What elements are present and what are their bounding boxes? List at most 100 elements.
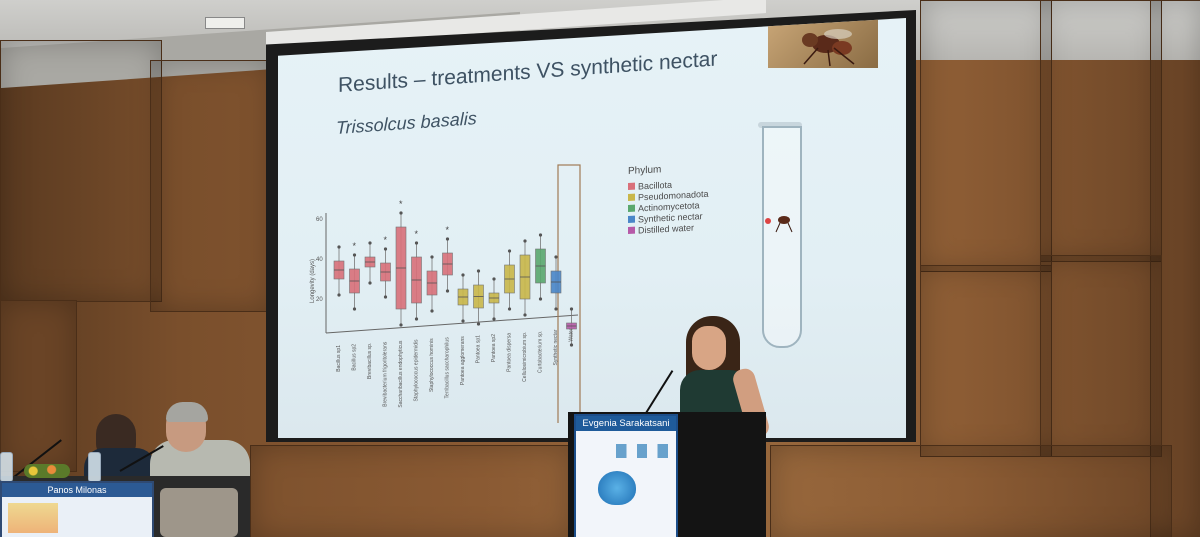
x-tick-label: Curtobacterium sp. <box>538 331 544 373</box>
x-tick-label: Bacillus sp1 <box>336 345 342 372</box>
outlier-point <box>538 233 543 237</box>
table-nameplate: Panos Milonas <box>0 481 154 537</box>
nameplate-name: Panos Milonas <box>2 483 152 497</box>
x-tick-label: Staphylococcus epidermidis <box>414 339 420 401</box>
outlier-point <box>368 281 372 285</box>
outlier-point <box>430 309 434 313</box>
outlier-point <box>554 255 558 259</box>
x-tick-label: Bacillus sp2 <box>352 344 358 371</box>
y-tick-label: 20 <box>316 297 323 303</box>
wall-panel <box>150 60 272 312</box>
legend-swatch <box>628 193 635 201</box>
legend-label: Bacillota <box>638 179 673 191</box>
x-tick-label: Brevibacillus sp. <box>367 343 373 379</box>
water-bottle <box>88 452 101 482</box>
wall-panel <box>0 300 77 472</box>
sponsor-logos <box>616 444 668 458</box>
outlier-point <box>430 255 434 259</box>
podium-sign: Evgenia Sarakatsani <box>574 414 678 537</box>
water-bottle <box>0 452 13 482</box>
outlier-point <box>569 307 574 311</box>
outlier-point <box>507 307 512 311</box>
x-tick-label: Pantoea sp1 <box>476 335 482 363</box>
wasp-in-tube-icon <box>765 216 793 233</box>
wall-panel <box>250 445 572 537</box>
outlier-point <box>368 241 372 245</box>
legend-swatch <box>628 204 635 212</box>
outlier-point <box>523 313 527 317</box>
outlier-point <box>445 289 450 293</box>
outlier-point <box>352 253 357 257</box>
x-tick-label: Pantoea dispersa <box>507 333 513 372</box>
outlier-point <box>399 323 403 327</box>
event-logo <box>8 503 58 533</box>
outlier-point <box>476 322 481 326</box>
significance-star: * <box>415 229 419 239</box>
outlier-point <box>461 273 465 277</box>
x-tick-label: Brevibacterium frigoritolerans <box>383 341 389 407</box>
globe-heart-logo <box>598 471 636 505</box>
outlier-point <box>507 249 512 253</box>
synthetic-nectar-highlight <box>557 164 581 423</box>
outlier-point <box>538 297 543 301</box>
outlier-point <box>337 245 341 249</box>
congress-logo <box>634 474 674 514</box>
x-tick-label: Pantoea agglomerans <box>460 336 466 385</box>
panelist-hair <box>166 402 208 422</box>
y-axis-label: Longevity (days) <box>310 259 316 303</box>
significance-star: * <box>399 199 403 209</box>
outlier-point <box>352 307 357 311</box>
test-tube-illustration <box>762 126 802 348</box>
outlier-point <box>554 307 558 311</box>
slide-title: Results – treatments VS synthetic nectar <box>338 47 718 97</box>
x-tick-label: Water <box>569 328 575 341</box>
x-tick-label: Staphylococcus hominis <box>429 338 435 392</box>
x-tick-label: Saccharibacillus endophyticus <box>398 340 404 407</box>
significance-star: * <box>446 225 450 235</box>
projection-screen: Results – treatments VS synthetic nectar… <box>278 18 906 438</box>
significance-star: * <box>353 241 357 251</box>
outlier-point <box>569 343 574 347</box>
slide-species: Trissolcus basalis <box>336 108 477 138</box>
outlier-point <box>414 317 419 321</box>
legend-swatch <box>628 182 635 190</box>
significance-star: * <box>384 235 388 245</box>
ceiling-light <box>205 17 245 29</box>
outlier-point <box>523 239 527 243</box>
speaker-face <box>692 326 726 370</box>
wall-panel <box>920 0 1052 272</box>
outlier-point <box>492 317 496 321</box>
outlier-point <box>383 247 388 251</box>
chair <box>160 488 238 537</box>
outlier-point <box>461 319 465 323</box>
x-tick-label: Cellulosimicrobium sp. <box>522 332 528 382</box>
wall-panel <box>770 445 1172 537</box>
x-axis <box>325 314 579 334</box>
wasp-photo <box>768 18 878 68</box>
outlier-point <box>492 277 496 281</box>
wall-panel <box>0 40 162 302</box>
legend-label: Distilled water <box>638 222 695 235</box>
outlier-point <box>383 295 388 299</box>
y-tick-label: 40 <box>316 257 323 263</box>
outlier-point <box>476 269 481 273</box>
outlier-point <box>445 237 450 241</box>
speaker-name: Evgenia Sarakatsani <box>576 416 676 431</box>
outlier-point <box>399 211 403 215</box>
y-tick-label: 60 <box>316 217 323 223</box>
wall-panel <box>1040 255 1162 457</box>
x-tick-label: Pantoea sp2 <box>491 334 497 362</box>
wall-panel <box>1150 0 1200 537</box>
test-tube-rim <box>758 122 802 128</box>
wall-panel <box>1040 0 1162 262</box>
outlier-point <box>414 241 419 245</box>
outlier-point <box>337 293 341 297</box>
x-tick-label: Terribacillus saccharophilus <box>445 337 451 399</box>
wasp-icon <box>802 29 855 67</box>
wall-panel <box>920 265 1052 457</box>
flower-arrangement <box>24 464 70 478</box>
chart-legend: Phylum Bacillota Pseudomonadota Actinomy… <box>628 162 709 236</box>
legend-title: Phylum <box>628 164 662 177</box>
